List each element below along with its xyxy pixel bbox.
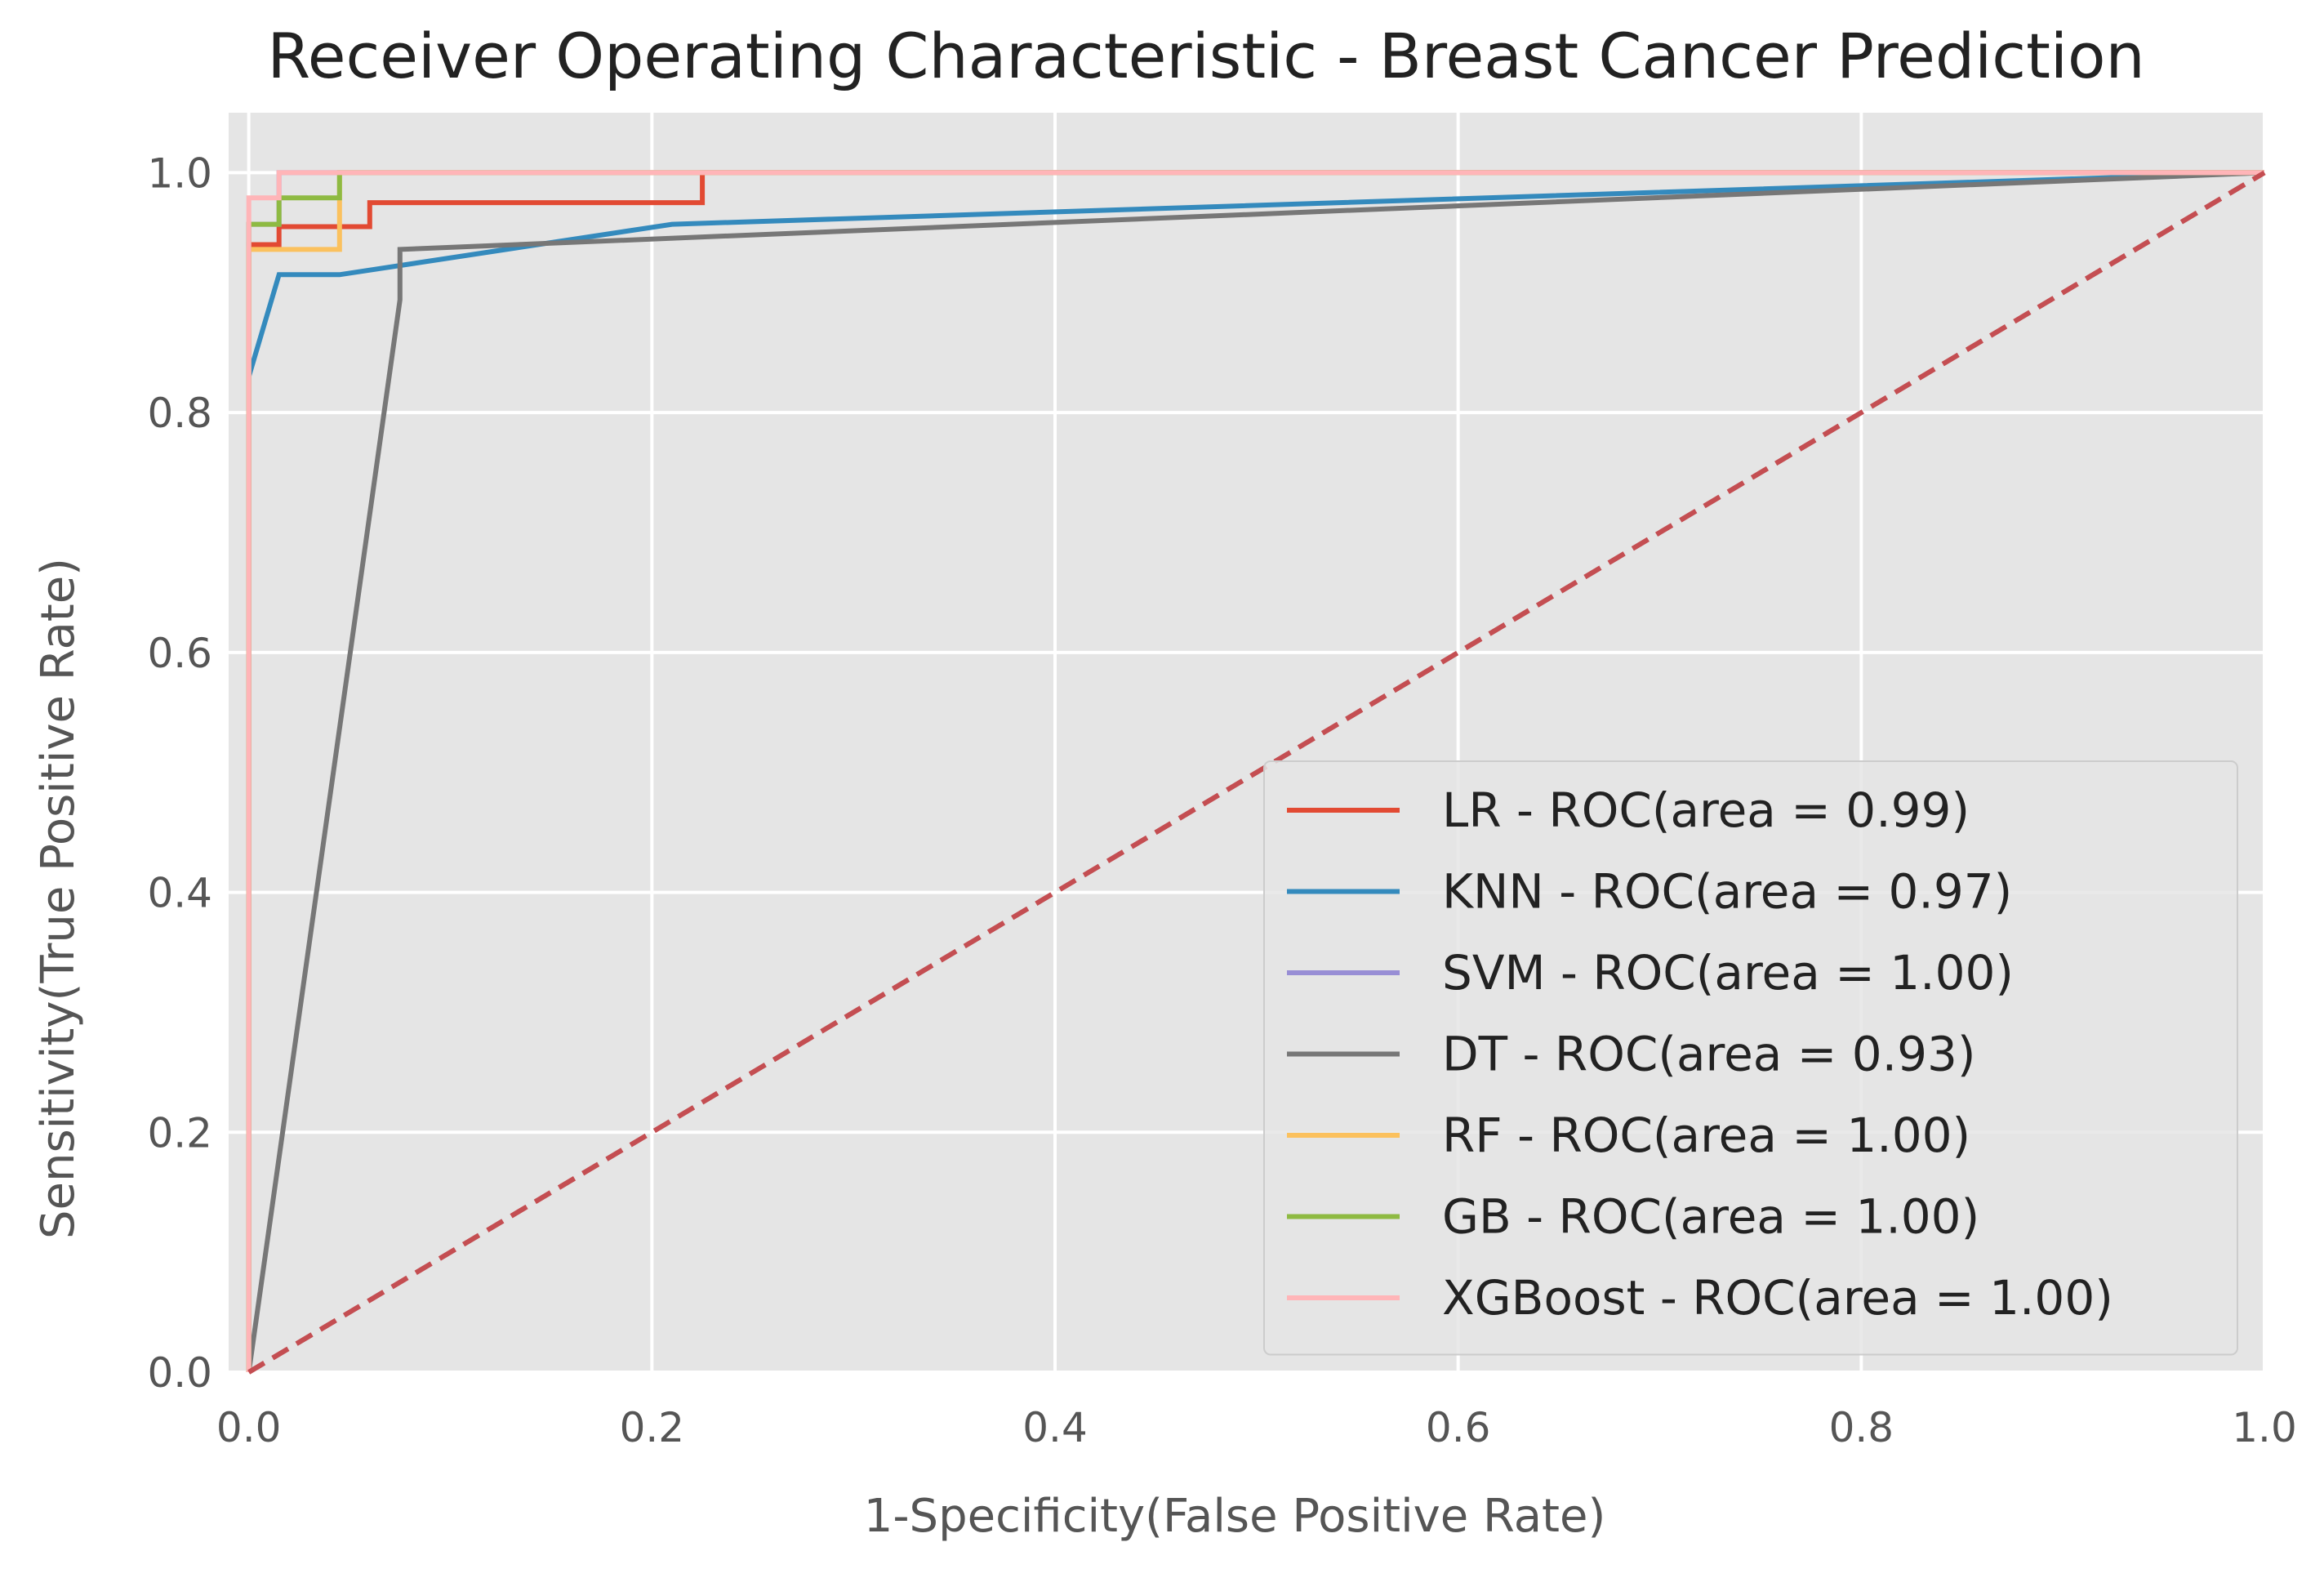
x-tick-label: 0.0 bbox=[216, 1404, 282, 1451]
y-axis-label: Sensitivity(True Positive Rate) bbox=[32, 558, 85, 1239]
x-tick-label: 0.6 bbox=[1426, 1404, 1491, 1451]
y-tick-label: 0.2 bbox=[147, 1109, 212, 1157]
y-tick-label: 0.4 bbox=[147, 870, 212, 917]
y-tick-label: 0.8 bbox=[147, 390, 212, 437]
legend-label: DT - ROC(area = 0.93) bbox=[1442, 1027, 1976, 1082]
legend-label: GB - ROC(area = 1.00) bbox=[1442, 1189, 1979, 1245]
legend-label: LR - ROC(area = 0.99) bbox=[1442, 782, 1970, 838]
x-tick-label: 0.4 bbox=[1022, 1404, 1088, 1451]
legend-label: KNN - ROC(area = 0.97) bbox=[1442, 864, 2012, 920]
legend-label: RF - ROC(area = 1.00) bbox=[1442, 1108, 1970, 1163]
legend-label: XGBoost - ROC(area = 1.00) bbox=[1442, 1270, 2113, 1326]
reference-diagonal-line-overlay bbox=[247, 170, 2266, 1375]
y-tick-label: 1.0 bbox=[147, 149, 212, 197]
series-line-1 bbox=[246, 170, 2264, 1372]
y-tick-label: 0.6 bbox=[147, 630, 212, 677]
x-tick-label: 0.8 bbox=[1829, 1404, 1894, 1451]
legend-label: SVM - ROC(area = 1.00) bbox=[1442, 945, 2014, 1001]
x-axis-label: 1-Specificity(False Positive Rate) bbox=[864, 1490, 1606, 1543]
legend-box bbox=[1263, 760, 2238, 1356]
y-tick-label: 0.0 bbox=[147, 1349, 212, 1397]
plot-area: 0.0 0.2 0.4 0.6 0.8 1.0 0.0 0.2 0.4 0.6 0.8 1.0 LR -… bbox=[147, 113, 2297, 1451]
chart-title: Receiver Operating Characteristic - Brea… bbox=[267, 20, 2144, 92]
x-tick-label: 0.2 bbox=[620, 1404, 685, 1451]
series-line-7 bbox=[246, 170, 2264, 1372]
x-tick-label: 1.0 bbox=[2232, 1404, 2297, 1451]
series-line-4 bbox=[246, 170, 2265, 1373]
